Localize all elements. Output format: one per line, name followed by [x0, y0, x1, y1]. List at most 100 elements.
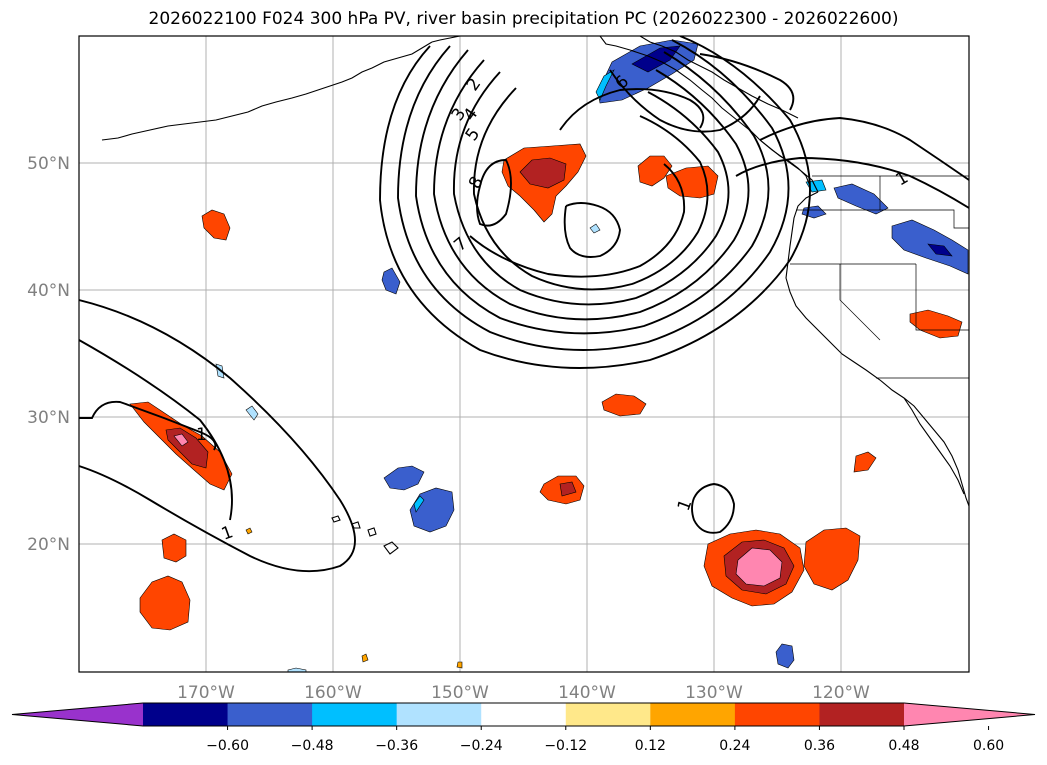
pv-contour-ne-3 [699, 53, 795, 111]
precip-blob-hawaii-n [383, 465, 425, 491]
precip-blob-15n-125w [775, 643, 795, 669]
lat-tick-label: 40°N [27, 281, 70, 301]
colorbar-segment [227, 703, 313, 726]
colorbar-ticks [227, 726, 990, 730]
pv-contour-ring-2 [397, 39, 790, 351]
pv-contour-ne-2 [735, 157, 969, 209]
lon-tick-labels: 170°W 160°W 150°W 140°W 130°W 120°W [177, 683, 870, 703]
colorbar-tick-label: −0.24 [460, 738, 503, 754]
precip-blob-small-45n [589, 223, 601, 234]
precip-blob-20n-173w [161, 533, 187, 563]
coast-baja [903, 397, 965, 495]
precip-blob-45n-170w [201, 209, 231, 241]
pv-contour-2-west [79, 400, 217, 451]
pv-contour-ring-1 [379, 36, 811, 369]
colorbar-segments [11, 702, 1036, 727]
precip-blob-idaho [891, 219, 969, 275]
lat-tick-label: 30°N [27, 408, 70, 428]
pv-contour-ring-3 [415, 49, 770, 335]
precip-blob-27n-120w [853, 451, 877, 473]
colorbar-segment [481, 703, 567, 726]
precip-blob-california [909, 309, 963, 339]
coast-hawaii-2 [367, 527, 377, 537]
coast-west-us [785, 191, 969, 507]
colorbar-labels: −0.60 −0.48 −0.36 −0.24 −0.12 0.12 0.24 0.36 0.4… [206, 738, 1004, 754]
pv-contour-ring-7 [469, 163, 686, 278]
coast-aleutians [101, 41, 433, 141]
coast-alaska-peninsula [431, 36, 461, 43]
colorbar-tick-label: 0.36 [804, 738, 835, 754]
colorbar-segment [650, 703, 736, 726]
political-borders [790, 175, 969, 379]
pv-contour-north-2 [609, 69, 761, 133]
colorbar-segment [143, 703, 229, 726]
precip-blob-pnw-1 [833, 183, 889, 215]
precip-negative-areas [215, 39, 969, 672]
pv-contour-1-west [79, 299, 356, 573]
border-ca-nv [839, 264, 881, 341]
colorbar-tick-label: −0.12 [544, 738, 587, 754]
precip-blob-40n-155w [381, 267, 401, 295]
precip-blob-15n-172w [139, 575, 191, 631]
coast-bc [759, 139, 819, 193]
coast-hawaii-1 [383, 541, 399, 555]
lat-tick-label: 50°N [27, 154, 70, 174]
pv-contour-sub-loop [691, 483, 735, 534]
precip-blob-tiny-2 [245, 405, 259, 421]
precip-blob-gulf-alaska-core [519, 157, 567, 189]
colorbar-tick-label: 0.60 [973, 738, 1004, 754]
colorbar-segment [734, 703, 820, 726]
colorbar-outline [11, 702, 1036, 727]
colorbar-tick-label: −0.36 [375, 738, 418, 754]
lat-tick-labels: 50°N 40°N 30°N 20°N [27, 154, 70, 555]
pv-contour-ring-5 [453, 71, 730, 306]
precip-blob-24n-142w-core [559, 481, 577, 497]
lon-tick-label: 150°W [431, 683, 489, 703]
precip-positive-areas [129, 143, 963, 669]
colorbar-segment [819, 703, 905, 726]
precip-blob-31n-138w [601, 393, 647, 417]
precip-dot-1 [245, 527, 253, 535]
colorbar: −0.60 −0.48 −0.36 −0.24 −0.12 0.12 0.24 0.36 0.4… [11, 702, 1036, 754]
pv-contour-inner-loop [563, 202, 621, 258]
precip-blob-19n-127w-peak [735, 547, 783, 587]
colorbar-tick-label: 0.12 [635, 738, 666, 754]
map-panel: 1 2 3 4 5 6 7 8 1 1 1 [78, 35, 970, 673]
coast-alaska-mainland [639, 36, 799, 119]
pv-contour-north-1 [559, 88, 705, 131]
colorbar-segment [565, 703, 651, 726]
pv-contour-1-west-inner [79, 339, 233, 521]
coast-hawaii-4 [331, 515, 341, 523]
colorbar-tick-label: −0.48 [291, 738, 334, 754]
map-title: 2026022100 F024 300 hPa PV, river basin … [148, 9, 899, 29]
lon-tick-label: 130°W [685, 683, 743, 703]
border-nv [915, 264, 969, 331]
border-id [880, 209, 969, 229]
pv-contours [79, 36, 969, 573]
precip-blob-bc-1 [637, 155, 673, 187]
precip-blob-idaho-core [927, 243, 953, 257]
precip-blob-hawaii-s-edge [413, 495, 425, 513]
colorbar-tick-label: 0.24 [719, 738, 750, 754]
precip-blob-28n-170w-peak [173, 433, 189, 447]
lon-tick-label: 160°W [304, 683, 362, 703]
pv-label: 1 [196, 425, 207, 445]
colorbar-segment [312, 703, 398, 726]
colorbar-extend-low [12, 703, 143, 726]
colorbar-tick-label: 0.48 [888, 738, 919, 754]
precip-blob-alaska-edge [595, 69, 615, 101]
map-frame [78, 35, 970, 673]
pv-contour-8 [476, 159, 512, 227]
precip-blob-19n-122w [803, 527, 861, 591]
colorbar-tick-label: −0.60 [206, 738, 249, 754]
precip-dot-3 [456, 661, 463, 669]
lon-tick-label: 170°W [177, 683, 235, 703]
lat-tick-label: 20°N [27, 535, 70, 555]
precip-dot-2 [361, 653, 369, 663]
pv-contour-ne-1 [759, 117, 969, 181]
colorbar-segment [396, 703, 482, 726]
colorbar-extend-high [904, 703, 1035, 726]
pv-contour-ring-6 [473, 87, 709, 291]
lon-tick-label: 120°W [812, 683, 870, 703]
